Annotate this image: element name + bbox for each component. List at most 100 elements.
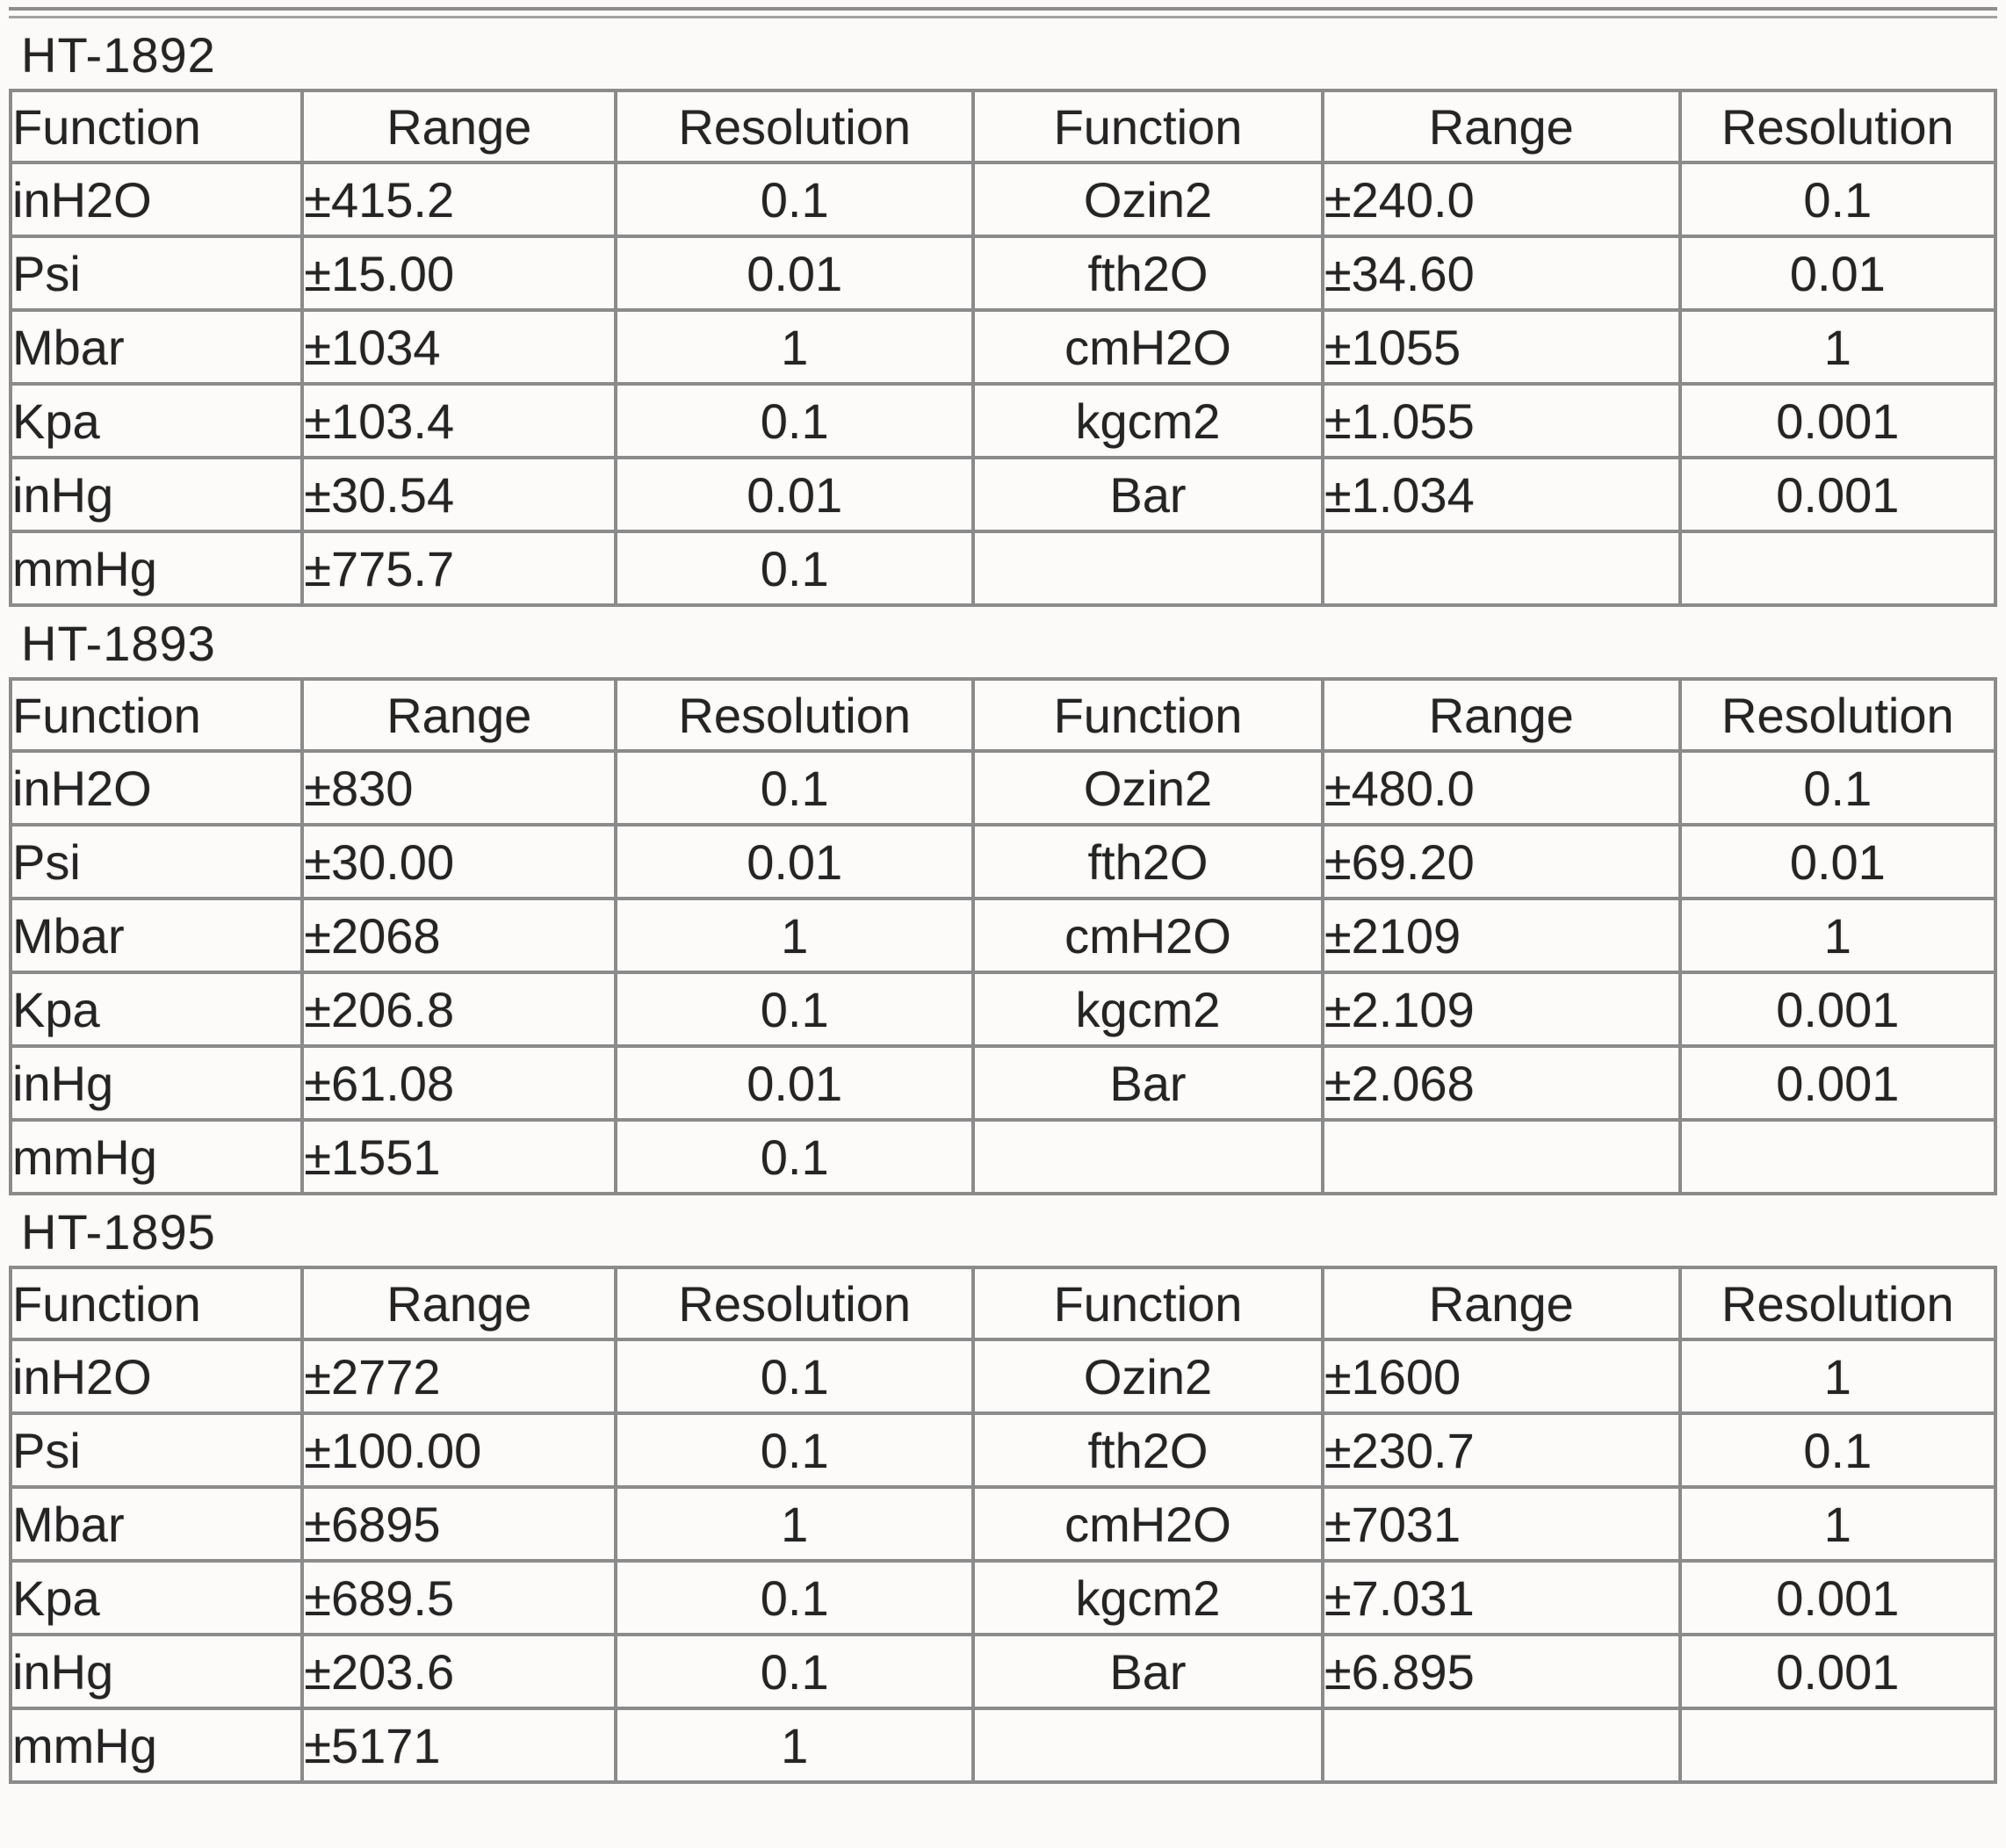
col-header-range-2: Range [1320,677,1682,753]
cell-function: Psi [8,235,305,312]
cell-function: inHg [8,1044,305,1122]
cell-range-2: ±1.034 [1320,456,1682,533]
table-row: Kpa ±206.8 0.1 kgcm2 ±2.109 0.001 [8,971,1998,1048]
cell-resolution: 1 [614,1707,976,1784]
cell-resolution-2: 1 [1678,308,1998,386]
section-ht-1892: HT-1892 Function Range Resolution Functi… [8,18,1998,607]
cell-function: inHg [8,456,305,533]
table-row: inHg ±61.08 0.01 Bar ±2.068 0.001 [8,1044,1998,1122]
cell-range-2 [1320,1707,1682,1784]
cell-function-2: fth2O [971,1411,1324,1489]
col-header-resolution: Resolution [614,1266,976,1341]
table-row: Psi ±100.00 0.1 fth2O ±230.7 0.1 [8,1411,1998,1489]
table-row: mmHg ±775.7 0.1 [8,530,1998,607]
cell-range-2: ±1.055 [1320,382,1682,459]
cell-range-2: ±69.20 [1320,823,1682,900]
col-header-range: Range [300,677,618,753]
cell-function-2: Bar [971,1044,1324,1122]
col-header-range-2: Range [1320,1266,1682,1341]
cell-function: mmHg [8,1707,305,1784]
cell-resolution-2 [1678,530,1998,607]
table-row: mmHg ±5171 1 [8,1707,1998,1784]
cell-resolution-2: 0.1 [1678,749,1998,827]
cell-resolution-2: 1 [1678,1338,1998,1415]
cell-resolution-2: 0.01 [1678,823,1998,900]
col-header-function-2: Function [971,89,1324,164]
cell-range: ±415.2 [300,161,618,238]
section-ht-1895: HT-1895 Function Range Resolution Functi… [8,1195,1998,1784]
cell-range-2: ±6.895 [1320,1633,1682,1710]
cell-function-2 [971,1707,1324,1784]
cell-function-2: Bar [971,1633,1324,1710]
col-header-resolution-2: Resolution [1678,1266,1998,1341]
cell-resolution: 0.1 [614,1559,976,1636]
cell-resolution-2: 0.001 [1678,382,1998,459]
cell-range: ±30.54 [300,456,618,533]
table-row: Mbar ±2068 1 cmH2O ±2109 1 [8,897,1998,974]
cell-resolution: 0.01 [614,456,976,533]
cell-range: ±206.8 [300,971,618,1048]
cell-range-2: ±7.031 [1320,1559,1682,1636]
cell-resolution: 0.1 [614,530,976,607]
cell-resolution-2: 1 [1678,1485,1998,1563]
cell-range: ±203.6 [300,1633,618,1710]
col-header-function-2: Function [971,677,1324,753]
cell-function-2: Ozin2 [971,161,1324,238]
cell-resolution: 0.01 [614,235,976,312]
cell-function-2: cmH2O [971,897,1324,974]
spec-table-ht-1895: Function Range Resolution Function Range… [8,1266,1998,1784]
cell-range-2: ±230.7 [1320,1411,1682,1489]
col-header-resolution-2: Resolution [1678,89,1998,164]
cell-function-2: Ozin2 [971,1338,1324,1415]
cell-range: ±830 [300,749,618,827]
cell-range-2: ±2.109 [1320,971,1682,1048]
cell-function-2: Bar [971,456,1324,533]
col-header-range-2: Range [1320,89,1682,164]
cell-function: inH2O [8,1338,305,1415]
cell-resolution: 1 [614,897,976,974]
cell-function: Mbar [8,1485,305,1563]
cell-resolution: 0.1 [614,749,976,827]
cell-resolution-2 [1678,1707,1998,1784]
table-row: Psi ±30.00 0.01 fth2O ±69.20 0.01 [8,823,1998,900]
cell-range: ±6895 [300,1485,618,1563]
cell-range-2: ±34.60 [1320,235,1682,312]
cell-resolution: 0.1 [614,382,976,459]
cell-range-2: ±240.0 [1320,161,1682,238]
cell-resolution: 0.1 [614,1633,976,1710]
cell-range-2: ±7031 [1320,1485,1682,1563]
cell-range-2: ±480.0 [1320,749,1682,827]
cell-range-2 [1320,530,1682,607]
table-row: Kpa ±689.5 0.1 kgcm2 ±7.031 0.001 [8,1559,1998,1636]
cell-resolution: 1 [614,1485,976,1563]
spec-table-ht-1892: Function Range Resolution Function Range… [8,89,1998,607]
cell-resolution-2 [1678,1118,1998,1195]
table-row: inHg ±30.54 0.01 Bar ±1.034 0.001 [8,456,1998,533]
section-ht-1893: HT-1893 Function Range Resolution Functi… [8,607,1998,1195]
cell-resolution-2: 0.001 [1678,1044,1998,1122]
cell-function: Mbar [8,308,305,386]
table-row: inHg ±203.6 0.1 Bar ±6.895 0.001 [8,1633,1998,1710]
cell-function-2: kgcm2 [971,1559,1324,1636]
cell-range-2 [1320,1118,1682,1195]
cell-function-2: fth2O [971,823,1324,900]
cell-range-2: ±2.068 [1320,1044,1682,1122]
cell-range: ±775.7 [300,530,618,607]
cell-resolution: 0.1 [614,971,976,1048]
header-row: Function Range Resolution Function Range… [8,89,1998,164]
cell-resolution: 1 [614,308,976,386]
cell-resolution: 0.1 [614,1118,976,1195]
cell-resolution: 0.01 [614,1044,976,1122]
cell-resolution-2: 0.01 [1678,235,1998,312]
cell-range: ±103.4 [300,382,618,459]
col-header-resolution: Resolution [614,677,976,753]
cell-range: ±2068 [300,897,618,974]
cell-range: ±689.5 [300,1559,618,1636]
model-title: HT-1892 [21,27,216,83]
cell-resolution-2: 0.001 [1678,971,1998,1048]
cell-function-2: fth2O [971,235,1324,312]
cell-function: inH2O [8,161,305,238]
cell-range: ±1034 [300,308,618,386]
model-title: HT-1895 [21,1204,216,1260]
cell-function-2 [971,1118,1324,1195]
